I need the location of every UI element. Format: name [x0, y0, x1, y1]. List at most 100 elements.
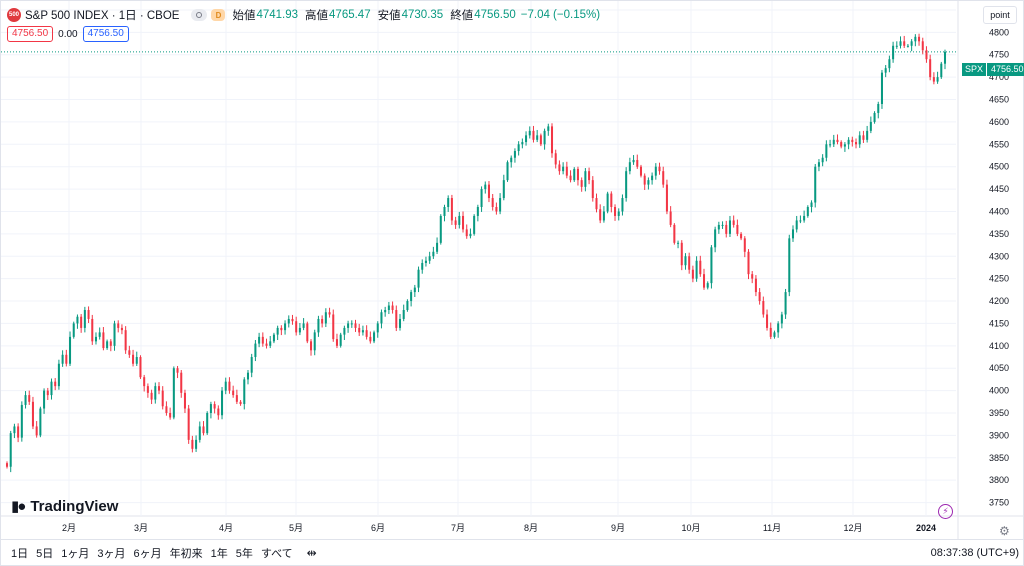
range-6m-button[interactable]: 6ヶ月: [133, 548, 162, 560]
candle-body: [454, 220, 457, 225]
candle-body: [688, 256, 691, 270]
candle-body: [439, 215, 442, 243]
candle-body: [843, 144, 846, 147]
visibility-toggle-icon[interactable]: [191, 9, 208, 21]
y-tick-label: 3850: [989, 453, 1009, 463]
candle-body: [862, 135, 865, 140]
candle-body: [347, 323, 350, 328]
x-tick-label: 5月: [289, 523, 303, 533]
candle-body: [258, 336, 261, 344]
candle-body: [940, 63, 943, 78]
calendar-range-icon[interactable]: ⇹: [306, 546, 317, 560]
candle-body: [840, 142, 843, 147]
range-5y-button[interactable]: 5年: [235, 548, 253, 560]
candle-body: [424, 260, 427, 263]
range-ytd-button[interactable]: 年初来: [169, 548, 203, 560]
sell-price-button[interactable]: 4756.50: [7, 26, 54, 42]
candle-body: [476, 207, 479, 216]
candle-body: [647, 180, 650, 185]
candle-body: [536, 135, 539, 140]
candle-body: [417, 269, 420, 288]
candle-body: [83, 310, 86, 328]
candle-body: [473, 215, 476, 234]
y-tick-label: 4150: [989, 318, 1009, 328]
candle-body: [169, 413, 172, 418]
range-all-button[interactable]: すべて: [260, 548, 293, 560]
candle-body: [929, 59, 932, 78]
price-scale-unit-button[interactable]: point: [983, 6, 1017, 24]
x-tick-label: 4月: [219, 523, 233, 533]
candle-body: [528, 130, 531, 136]
candle-body: [602, 211, 605, 221]
candle-body: [873, 112, 876, 122]
candle-body: [714, 229, 717, 248]
candle-body: [265, 343, 268, 346]
candle-body: [925, 50, 928, 60]
candle-body: [261, 336, 264, 344]
candle-body: [98, 332, 101, 337]
candle-body: [769, 327, 772, 337]
y-tick-label: 4050: [989, 363, 1009, 373]
range-3m-button[interactable]: 3ヶ月: [97, 548, 126, 560]
candle-body: [295, 321, 298, 333]
candle-body: [298, 327, 301, 333]
candle-body: [884, 68, 887, 73]
candle-body: [180, 372, 183, 393]
candle-body: [821, 157, 824, 163]
tradingview-logo[interactable]: ▮● TradingView: [11, 497, 118, 516]
candle-body: [31, 401, 34, 427]
candle-body: [569, 175, 572, 181]
candle-body: [102, 332, 105, 349]
candle-body: [5, 463, 9, 467]
candle-body: [610, 193, 613, 207]
candle-body: [680, 242, 683, 266]
candle-body: [246, 372, 250, 380]
high-label: 高値: [305, 10, 329, 22]
candle-body: [57, 363, 60, 387]
y-tick-label: 4650: [989, 95, 1009, 105]
candle-body: [76, 316, 79, 324]
price-chart[interactable]: 3750 3800 3850 3900 3950 4000 4050 4100 4150 4200…: [1, 1, 1023, 539]
candle-body: [599, 209, 602, 221]
y-tick-label: 3950: [989, 408, 1009, 418]
last-price-value: 4756.50: [987, 63, 1024, 76]
flash-icon[interactable]: ⚡: [938, 504, 953, 519]
open-label: 始値: [232, 10, 256, 22]
candle-body: [736, 224, 739, 234]
candle-body: [932, 77, 935, 82]
x-tick-label: 8月: [524, 523, 538, 533]
candle-body: [584, 171, 587, 187]
candle-body: [506, 162, 509, 181]
candle-body: [766, 314, 769, 328]
x-tick-label: 9月: [611, 523, 625, 533]
candle-body: [699, 260, 702, 275]
candle-body: [762, 301, 765, 315]
range-1m-button[interactable]: 1ヶ月: [61, 548, 90, 560]
candle-body: [235, 395, 238, 402]
candle-body: [780, 314, 783, 324]
candle-body: [625, 171, 628, 199]
candle-body: [691, 269, 694, 279]
candle-body: [157, 386, 161, 391]
y-tick-label: 4800: [989, 27, 1009, 37]
range-1y-button[interactable]: 1年: [210, 548, 228, 560]
candle-body: [558, 164, 561, 172]
buy-price-button[interactable]: 4756.50: [82, 26, 129, 42]
clock-timezone-button[interactable]: 08:37:38 (UTC+9): [930, 547, 1019, 559]
candle-body: [195, 439, 198, 449]
candle-body: [502, 180, 505, 199]
symbol-title[interactable]: S&P 500 INDEX · 1日 · CBOE: [25, 10, 180, 22]
candle-body: [921, 41, 924, 51]
settings-gear-icon[interactable]: ⚙: [999, 524, 1010, 538]
candle-body: [628, 162, 631, 172]
range-1d-button[interactable]: 1日: [11, 548, 29, 560]
range-5d-button[interactable]: 5日: [36, 548, 54, 560]
change-value: −7.04 (−0.15%): [520, 9, 601, 21]
candle-body: [80, 316, 83, 328]
candle-body: [317, 318, 320, 333]
candle-body: [124, 330, 127, 351]
candle-body: [354, 323, 357, 328]
candle-body: [413, 287, 416, 293]
delayed-data-badge[interactable]: D: [211, 9, 226, 21]
